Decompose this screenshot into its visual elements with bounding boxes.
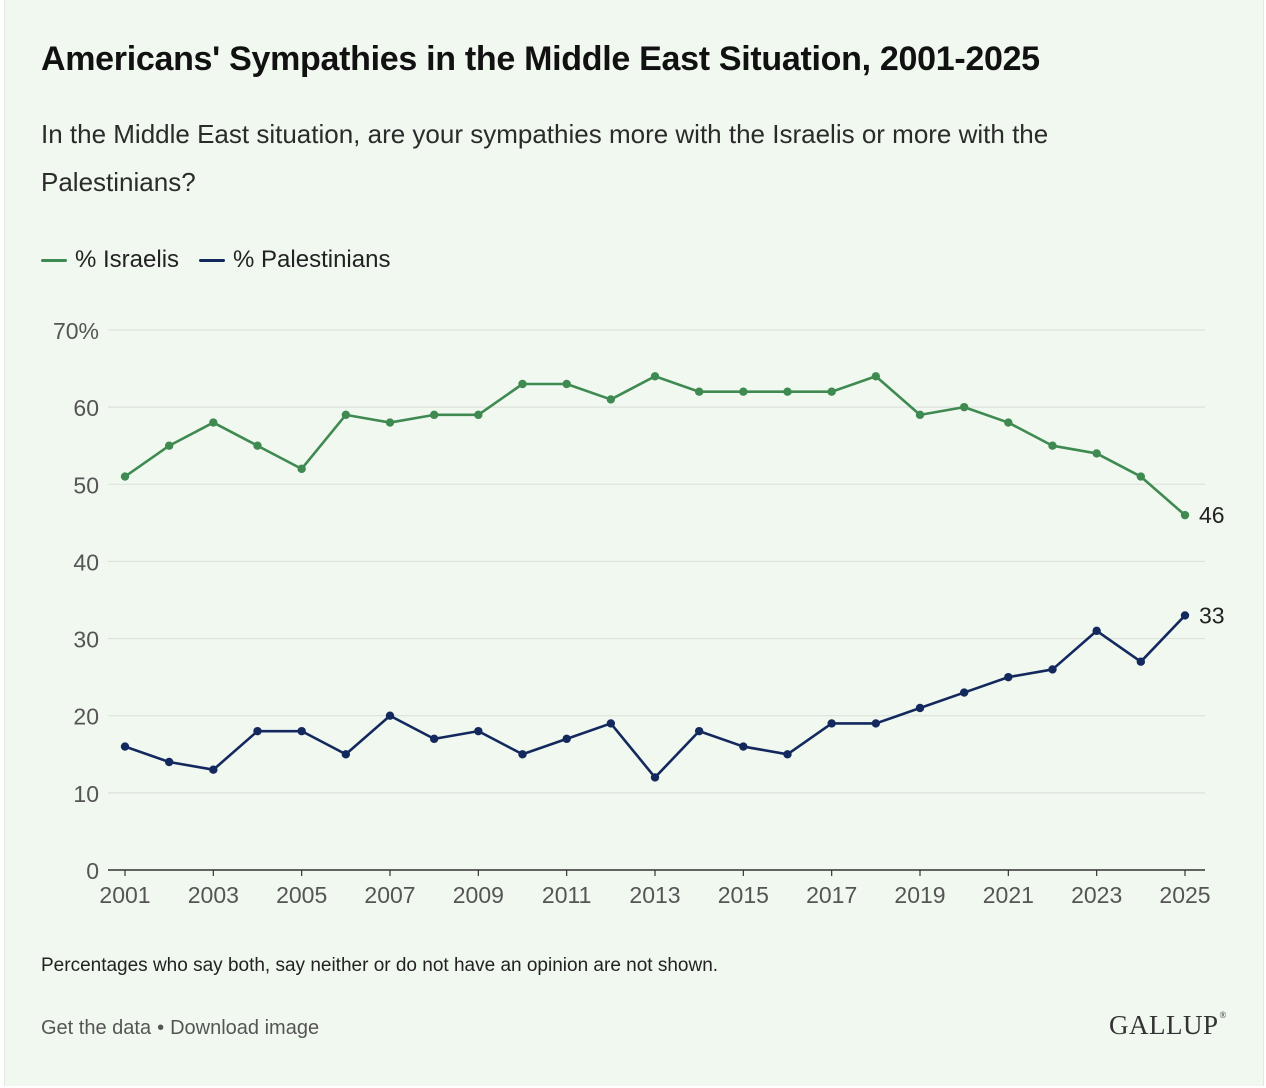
get-data-link[interactable]: Get the data bbox=[41, 1017, 152, 1039]
data-point-palestinians bbox=[429, 734, 439, 744]
y-tick-label: 10 bbox=[73, 781, 99, 807]
series-line-palestinians bbox=[124, 614, 1186, 779]
x-tick-label: 2009 bbox=[453, 882, 504, 908]
data-point-israelis bbox=[518, 379, 527, 389]
data-point-israelis bbox=[694, 387, 704, 396]
data-point-israelis bbox=[915, 410, 925, 420]
data-point-israelis bbox=[783, 387, 792, 396]
data-point-palestinians bbox=[518, 750, 527, 759]
x-tick-label: 2017 bbox=[806, 882, 857, 908]
data-point-palestinians bbox=[650, 773, 660, 782]
legend-item-palestinians: % Palestinians bbox=[199, 246, 390, 274]
data-point-palestinians bbox=[871, 719, 881, 728]
y-tick-label: 0 bbox=[86, 858, 99, 884]
footer-separator: • bbox=[157, 1017, 165, 1039]
data-point-israelis bbox=[1092, 449, 1101, 458]
data-point-israelis bbox=[120, 472, 130, 481]
download-image-link[interactable]: Download image bbox=[170, 1017, 320, 1039]
data-point-palestinians bbox=[1136, 657, 1146, 666]
data-point-palestinians bbox=[1004, 672, 1013, 682]
data-point-israelis bbox=[209, 418, 218, 427]
y-tick-label: 30 bbox=[73, 627, 99, 653]
data-point-israelis bbox=[606, 395, 616, 404]
chart-card: Americans' Sympathies in the Middle East… bbox=[4, 0, 1264, 1086]
line-chart: 0 10 20 30 40 50 60 70% 2001 2003 2005 2007 2009 2011… bbox=[53, 318, 1225, 908]
y-tick-label: 70% bbox=[53, 318, 99, 344]
data-point-palestinians bbox=[1048, 665, 1057, 674]
x-tick-label: 2025 bbox=[1159, 882, 1210, 908]
data-point-palestinians bbox=[1092, 626, 1101, 636]
data-point-israelis bbox=[429, 410, 439, 420]
x-tick-label: 2019 bbox=[894, 882, 945, 908]
y-tick-label: 50 bbox=[73, 472, 99, 498]
data-point-israelis bbox=[297, 464, 306, 474]
x-tick-label: 2005 bbox=[276, 882, 327, 908]
data-point-palestinians bbox=[474, 726, 483, 736]
data-point-palestinians bbox=[164, 757, 174, 767]
chart-note: Percentages who say both, say neither or… bbox=[41, 955, 719, 976]
data-point-israelis bbox=[385, 418, 395, 427]
x-tick-label: 2003 bbox=[188, 882, 239, 908]
data-point-palestinians bbox=[1180, 611, 1190, 620]
data-point-palestinians bbox=[959, 688, 969, 697]
data-point-israelis bbox=[164, 441, 174, 450]
data-point-palestinians bbox=[606, 719, 616, 728]
data-point-palestinians bbox=[385, 711, 395, 720]
data-point-israelis bbox=[959, 402, 969, 412]
x-tick-label: 2023 bbox=[1071, 882, 1122, 908]
gallup-logo: GALLUP® bbox=[1109, 1010, 1227, 1040]
data-point-israelis bbox=[1136, 472, 1146, 481]
data-point-israelis bbox=[253, 441, 262, 450]
data-point-palestinians bbox=[783, 750, 792, 759]
data-point-palestinians bbox=[341, 750, 351, 759]
data-point-israelis bbox=[341, 410, 351, 420]
x-tick-label: 2013 bbox=[629, 882, 680, 908]
data-point-israelis bbox=[1048, 441, 1057, 450]
data-point-israelis bbox=[1004, 418, 1013, 427]
data-point-israelis bbox=[650, 372, 660, 381]
chart-legend: % Israelis % Palestinians bbox=[41, 246, 390, 274]
data-point-israelis bbox=[871, 372, 881, 381]
footer-links: Get the data • Download image bbox=[41, 1017, 319, 1040]
legend-swatch-palestinians bbox=[199, 258, 226, 262]
data-point-palestinians bbox=[562, 734, 571, 744]
data-point-palestinians bbox=[827, 719, 836, 728]
end-label-israelis: 46 bbox=[1199, 502, 1225, 528]
chart-subtitle: In the Middle East situation, are your s… bbox=[41, 119, 1049, 197]
gallup-logo-text: GALLUP bbox=[1109, 1010, 1219, 1040]
y-tick-label: 40 bbox=[73, 549, 99, 575]
y-tick-label: 20 bbox=[73, 704, 99, 730]
x-tick-label: 2001 bbox=[99, 882, 150, 908]
legend-label-palestinians: % Palestinians bbox=[233, 246, 391, 273]
x-tick-label: 2015 bbox=[718, 882, 769, 908]
legend-label-israelis: % Israelis bbox=[75, 246, 180, 273]
x-tick-label: 2011 bbox=[542, 882, 591, 908]
y-tick-label: 60 bbox=[73, 395, 99, 421]
data-point-palestinians bbox=[297, 726, 306, 736]
data-point-palestinians bbox=[209, 765, 218, 774]
data-point-israelis bbox=[827, 387, 836, 396]
data-point-palestinians bbox=[253, 726, 262, 736]
legend-swatch-israelis bbox=[41, 258, 67, 262]
data-point-palestinians bbox=[915, 703, 925, 713]
data-point-palestinians bbox=[120, 742, 130, 751]
x-tick-label: 2021 bbox=[983, 882, 1034, 908]
data-point-palestinians bbox=[739, 742, 748, 751]
data-point-israelis bbox=[562, 379, 571, 389]
end-label-palestinians: 33 bbox=[1199, 602, 1225, 628]
data-point-israelis bbox=[1180, 510, 1190, 520]
data-point-palestinians bbox=[694, 726, 704, 736]
series-line-israelis bbox=[124, 374, 1186, 517]
x-tick-label: 2007 bbox=[364, 882, 415, 908]
legend-item-israelis: % Israelis bbox=[41, 246, 179, 274]
data-point-israelis bbox=[739, 387, 748, 396]
chart-title: Americans' Sympathies in the Middle East… bbox=[41, 40, 1040, 78]
data-point-israelis bbox=[474, 410, 483, 420]
